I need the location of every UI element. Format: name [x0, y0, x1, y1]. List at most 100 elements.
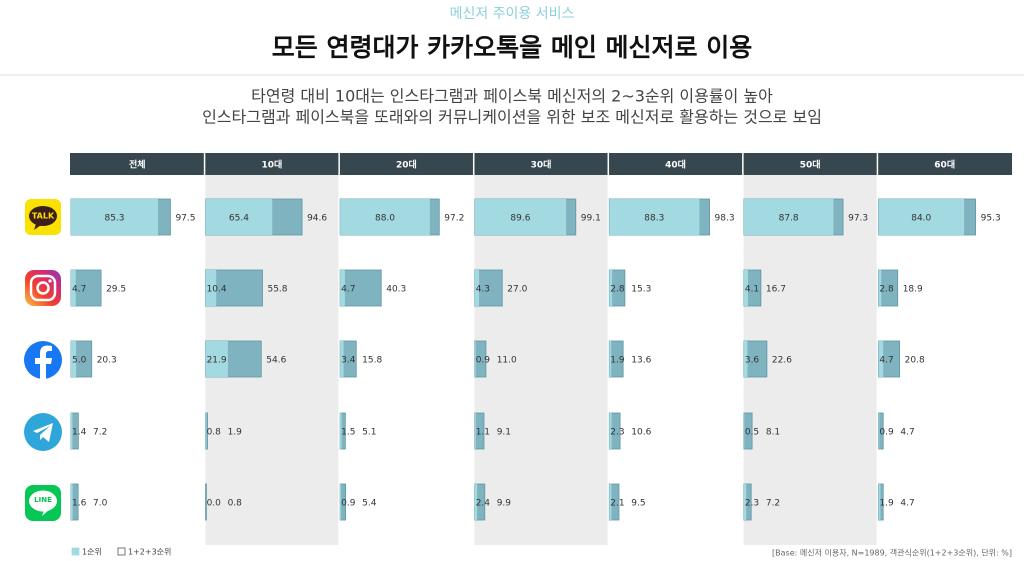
column-label: 60대	[934, 159, 955, 171]
plot: TALK LINE 85.3 97.5 65.4 94.6 88.0 97.2 89.6 99.1…	[32, 198, 1001, 557]
value-label-total: 55.8	[267, 285, 287, 295]
kicker: 메신저 주이용 서비스	[450, 6, 575, 22]
value-label-total: 4.7	[900, 428, 914, 438]
bar-first	[878, 341, 884, 377]
column-label: 30대	[531, 159, 552, 171]
value-label-first: 1.9	[610, 356, 625, 366]
value-label-first: 4.7	[72, 285, 86, 295]
bar-first	[609, 270, 613, 306]
bar-first	[71, 341, 77, 377]
value-label-first: 0.5	[745, 428, 759, 438]
value-label-total: 99.1	[581, 214, 601, 224]
value-label-first: 10.4	[207, 285, 227, 295]
column-header	[339, 153, 474, 175]
value-label-total: 94.6	[307, 214, 327, 224]
column-header	[473, 153, 609, 175]
bar-first	[71, 270, 76, 306]
value-label-first: 87.8	[779, 214, 799, 224]
column-header	[204, 153, 340, 175]
value-label-first: 89.6	[510, 214, 530, 224]
value-label-first: 4.3	[476, 285, 490, 295]
bar-first	[878, 199, 965, 235]
value-label-total: 20.3	[97, 356, 117, 366]
bar-first	[474, 341, 476, 377]
value-label-first: 2.8	[610, 285, 625, 295]
value-label-total: 97.5	[175, 214, 195, 224]
bar-first	[878, 484, 881, 520]
value-label-total: 8.1	[766, 428, 780, 438]
legend-label: 1순위	[82, 548, 102, 557]
bar-first	[743, 484, 747, 520]
value-label-first: 1.4	[72, 428, 87, 438]
column-shade	[473, 175, 609, 545]
value-label-first: 85.3	[104, 214, 124, 224]
value-label-total: 97.3	[848, 214, 868, 224]
bar-first	[474, 270, 480, 306]
instagram-frame	[29, 274, 57, 302]
value-label-total: 15.8	[362, 356, 382, 366]
legend-label: 1+2+3순위	[128, 548, 171, 557]
value-label-first: 0.9	[341, 499, 356, 509]
column-header	[877, 153, 1012, 175]
value-label-first: 88.3	[644, 214, 664, 224]
bar-first	[71, 484, 73, 520]
bar-first	[205, 413, 207, 449]
icon-label: TALK	[32, 212, 55, 221]
value-label-total: 5.4	[362, 499, 377, 509]
value-label-total: 54.6	[266, 356, 286, 366]
value-label-total: 27.0	[507, 285, 527, 295]
bar-first	[474, 199, 567, 235]
value-label-first: 1.6	[72, 499, 87, 509]
bar-first	[878, 413, 880, 449]
bar-first	[878, 270, 882, 306]
subtitle: 인스타그램과 페이스북을 또래와의 커뮤니케이션을 위한 보조 메신저로 활용하…	[202, 108, 822, 127]
value-label-total: 0.8	[228, 499, 243, 509]
bar-first	[743, 413, 745, 449]
value-label-first: 3.6	[745, 356, 760, 366]
value-label-total: 11.0	[497, 356, 517, 366]
bar-first	[474, 413, 476, 449]
value-label-total: 40.3	[386, 285, 406, 295]
column-label: 50대	[800, 159, 821, 171]
column-label: 20대	[396, 159, 417, 171]
bar-first	[743, 341, 748, 377]
column-label: 10대	[261, 159, 282, 171]
app-icons	[24, 199, 62, 521]
legend-swatch	[117, 547, 126, 556]
bar-first	[71, 413, 73, 449]
telegram-plane	[33, 423, 53, 442]
telegram-icon	[24, 413, 62, 451]
bar-first	[609, 341, 612, 377]
line-tail	[42, 509, 50, 516]
value-label-first: 1.9	[879, 499, 894, 509]
bar-total	[205, 483, 207, 521]
bar-first	[609, 413, 612, 449]
value-label-first: 3.4	[341, 356, 356, 366]
value-label-total: 9.9	[497, 499, 512, 509]
bar-first	[340, 199, 430, 235]
value-label-total: 5.1	[362, 428, 376, 438]
bar-first	[205, 270, 217, 306]
value-label-total: 16.7	[766, 285, 786, 295]
value-label-total: 98.3	[715, 214, 735, 224]
value-label-first: 0.8	[207, 428, 222, 438]
value-label-first: 4.1	[745, 285, 759, 295]
value-label-first: 0.9	[879, 428, 894, 438]
icon-label: LINE	[34, 496, 52, 504]
column-backgrounds: 전체 10대 20대 30대 40대 50대 60대	[70, 153, 1012, 545]
instagram-lens	[36, 281, 50, 295]
value-label-first: 2.1	[610, 499, 624, 509]
bar-first	[743, 270, 749, 306]
kakao-bubble	[29, 206, 57, 226]
bar-first	[71, 199, 159, 235]
column-header	[70, 153, 205, 175]
value-label-first: 0.0	[207, 499, 222, 509]
bar-first	[340, 484, 342, 520]
value-label-total: 7.0	[93, 499, 108, 509]
bar-first	[340, 413, 342, 449]
value-label-first: 1.5	[341, 428, 355, 438]
value-label-total: 1.9	[228, 428, 243, 438]
value-label-first: 2.3	[610, 428, 624, 438]
value-label-total: 15.3	[631, 285, 651, 295]
